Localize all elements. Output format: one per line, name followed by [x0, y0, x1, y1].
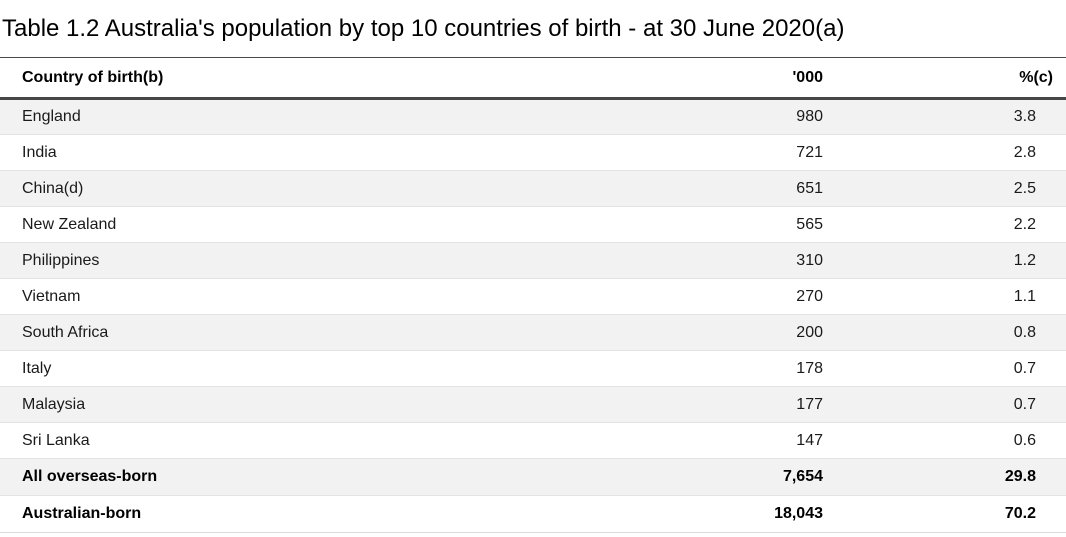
country-cell: India: [22, 143, 57, 161]
percent-cell: 0.8: [1013, 323, 1036, 341]
percent-cell: 2.2: [1013, 215, 1036, 233]
thousands-cell: 178: [796, 359, 823, 377]
table-row: South Africa 200 0.8: [0, 314, 1066, 351]
table-row: England 980 3.8: [0, 98, 1066, 135]
country-cell: China(d): [22, 179, 84, 197]
percent-cell: 0.7: [1013, 359, 1036, 377]
percent-cell: 1.1: [1013, 287, 1036, 305]
thousands-cell: 147: [796, 431, 823, 449]
thousands-cell: 651: [796, 179, 823, 197]
table-row: Sri Lanka 147 0.6: [0, 422, 1066, 459]
country-cell: Malaysia: [22, 395, 86, 413]
percent-cell: 2.8: [1013, 143, 1036, 161]
summary-row-australian-born: Australian-born 18,043 70.2: [0, 495, 1066, 533]
thousands-cell: 270: [796, 287, 823, 305]
country-cell: Vietnam: [22, 287, 81, 305]
country-cell: Philippines: [22, 251, 100, 269]
country-cell: Italy: [22, 359, 52, 377]
country-cell: England: [22, 108, 81, 125]
thousands-cell: 980: [796, 108, 823, 125]
thousands-cell: 565: [796, 215, 823, 233]
country-cell: Australian-born: [22, 505, 142, 522]
table-row: India 721 2.8: [0, 134, 1066, 171]
table-header-row: Country of birth(b) '000 %(c): [0, 57, 1066, 100]
percent-cell: 0.7: [1013, 395, 1036, 413]
country-cell: South Africa: [22, 323, 109, 341]
percent-cell: 29.8: [1004, 468, 1036, 485]
thousands-cell: 310: [796, 251, 823, 269]
percent-cell: 70.2: [1004, 505, 1036, 522]
country-cell: All overseas-born: [22, 468, 158, 485]
table-row: New Zealand 565 2.2: [0, 206, 1066, 243]
thousands-cell: 177: [796, 395, 823, 413]
thousands-cell: 18,043: [774, 505, 823, 522]
percent-cell: 2.5: [1013, 179, 1036, 197]
percent-cell: 1.2: [1013, 251, 1036, 269]
table-row: Malaysia 177 0.7: [0, 386, 1066, 423]
thousands-cell: 7,654: [782, 468, 823, 485]
table-row: China(d) 651 2.5: [0, 170, 1066, 207]
table-row: Italy 178 0.7: [0, 350, 1066, 387]
country-cell: Sri Lanka: [22, 431, 90, 449]
col-header-thousands: '000: [545, 57, 825, 100]
table-row: Philippines 310 1.2: [0, 242, 1066, 279]
summary-row-overseas-born: All overseas-born 7,654 29.8: [0, 458, 1066, 496]
col-header-percent: %(c): [825, 57, 1066, 100]
thousands-cell: 721: [796, 143, 823, 161]
page-title: Table 1.2 Australia's population by top …: [2, 15, 845, 42]
table-row: Vietnam 270 1.1: [0, 278, 1066, 315]
percent-cell: 3.8: [1013, 108, 1036, 125]
col-header-country: Country of birth(b): [0, 57, 545, 100]
percent-cell: 0.6: [1013, 431, 1036, 449]
country-cell: New Zealand: [22, 215, 117, 233]
population-table: Country of birth(b) '000 %(c) England 98…: [0, 57, 1066, 533]
thousands-cell: 200: [796, 323, 823, 341]
